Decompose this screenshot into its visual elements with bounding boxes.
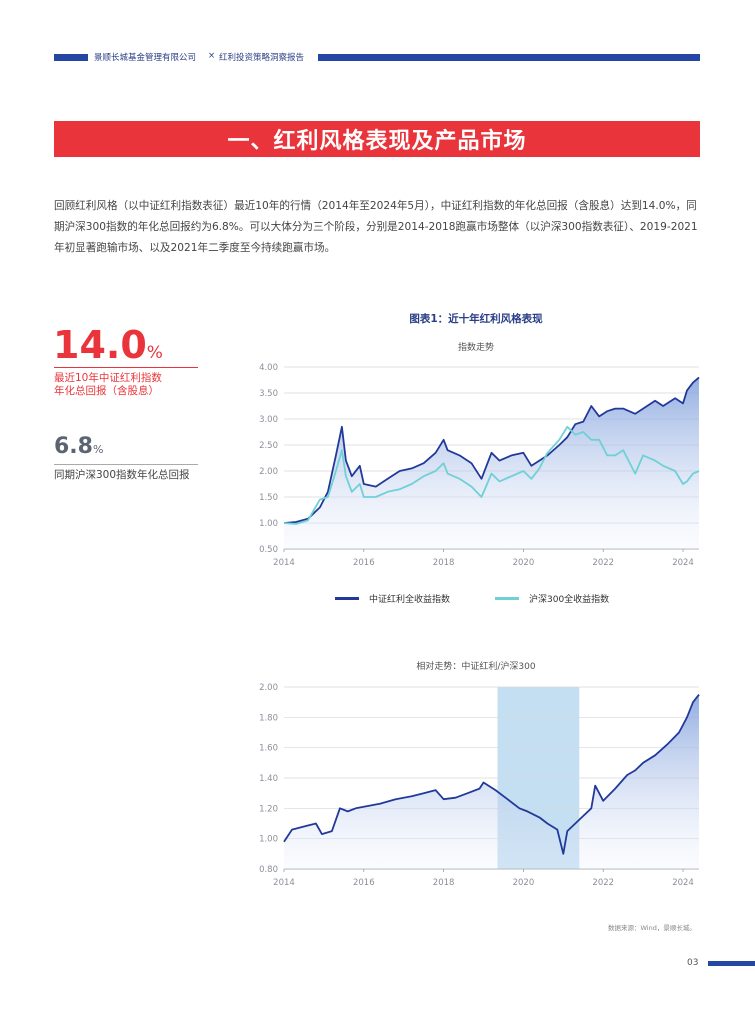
y-tick-label: 1.00 [259, 519, 278, 529]
dividend-stat-label-line: 年化总回报（含股息） [54, 385, 159, 397]
hs300-return-value: 6.8 [54, 434, 93, 459]
y-tick-label: 1.60 [259, 744, 278, 754]
hs300-return-stat: 6.8% [54, 436, 103, 458]
intro-line: 回顾红利风格（以中证红利指数表征）最近10年的行情（2014年至2024年5月）… [54, 200, 697, 212]
y-tick-label: 1.50 [259, 493, 278, 503]
hs300-return-unit: % [92, 443, 104, 456]
y-tick-label: 1.20 [259, 804, 278, 814]
dividend-stat-label: 最近10年中证红利指数 年化总回报（含股息） [54, 372, 162, 398]
page-number: 03 [687, 958, 699, 968]
header-report: 红利投资策略洞察报告 [219, 53, 305, 63]
y-tick-label: 1.80 [259, 713, 278, 723]
x-tick-label: 2024 [672, 878, 694, 888]
y-tick-label: 2.00 [259, 467, 278, 477]
intro-paragraph: 回顾红利风格（以中证红利指数表征）最近10年的行情（2014年至2024年5月）… [54, 196, 704, 259]
legend-swatch-dividend [335, 597, 359, 600]
header-bar-right [318, 54, 700, 61]
x-tick-label: 2018 [433, 558, 455, 568]
index-trend-chart: 4.00 3.50 3.00 2.50 2.00 1.50 1.00 0.50 2014 2016… [259, 363, 700, 568]
legend: 中证红利全收益指数 沪深300全收益指数 [335, 592, 655, 606]
intro-line: 期沪深300指数的年化总回报约为6.8%。可以大体分为三个阶段，分别是2014-… [54, 221, 698, 233]
chart2-title: 相对走势：中证红利/沪深300 [416, 662, 536, 672]
intro-line: 年初显著跑输市场、以及2021年二季度至今持续跑赢市场。 [54, 242, 336, 254]
y-tick-label: 2.50 [259, 441, 278, 451]
x-tick-label: 2024 [672, 558, 694, 568]
dividend-return-unit: % [146, 343, 163, 363]
legend-label-dividend: 中证红利全收益指数 [369, 595, 451, 605]
dividend-return-stat: 14.0% [53, 326, 163, 364]
x-tick-label: 2020 [513, 558, 535, 568]
dividend-return-value: 14.0 [53, 323, 147, 367]
section-title-banner: 一、红利风格表现及产品市场 [54, 121, 700, 157]
y-tick-label: 0.50 [259, 545, 278, 555]
legend-label-hs300: 沪深300全收益指数 [529, 595, 610, 605]
series-area-fill [284, 694, 699, 869]
x-tick-label: 2022 [592, 558, 614, 568]
y-tick-label: 3.50 [259, 389, 278, 399]
series-line-primary [283, 694, 700, 855]
series-area-fill [284, 377, 699, 549]
dividend-stat-divider [54, 367, 198, 368]
header-company: 景顺长城基金管理有限公司 [94, 53, 197, 63]
hs300-stat-label: 同期沪深300指数年化总回报 [54, 469, 190, 481]
series-line-primary [283, 376, 700, 524]
header-bar-left [54, 54, 88, 61]
y-tick-label: 0.80 [259, 865, 278, 875]
chart1-title: 指数走势 [457, 343, 494, 353]
x-tick-label: 2018 [433, 878, 455, 888]
x-tick-label: 2020 [513, 878, 535, 888]
figure-title: 图表1：近十年红利风格表现 [409, 313, 543, 325]
hs300-stat-divider [54, 464, 198, 465]
y-tick-label: 3.00 [259, 415, 278, 425]
y-tick-label: 4.00 [259, 363, 278, 373]
series-line-secondary [283, 425, 700, 525]
footer-bar [708, 961, 755, 966]
x-tick-label: 2022 [592, 878, 614, 888]
dividend-stat-label-line: 最近10年中证红利指数 [54, 372, 162, 384]
y-tick-label: 1.40 [259, 774, 278, 784]
x-tick-label: 2014 [273, 558, 295, 568]
y-tick-label: 1.00 [259, 835, 278, 845]
header-separator: × [208, 51, 216, 61]
relative-trend-chart: 2.00 1.80 1.60 1.40 1.20 1.00 0.80 2014 2016 2018… [259, 683, 700, 888]
legend-swatch-hs300 [495, 597, 519, 600]
x-tick-label: 2014 [273, 878, 295, 888]
section-title: 一、红利风格表现及产品市场 [227, 129, 527, 154]
data-source: 数据来源：Wind，景顺长城。 [608, 924, 696, 932]
y-tick-label: 2.00 [259, 683, 278, 693]
x-tick-label: 2016 [353, 558, 375, 568]
x-tick-label: 2016 [353, 878, 375, 888]
